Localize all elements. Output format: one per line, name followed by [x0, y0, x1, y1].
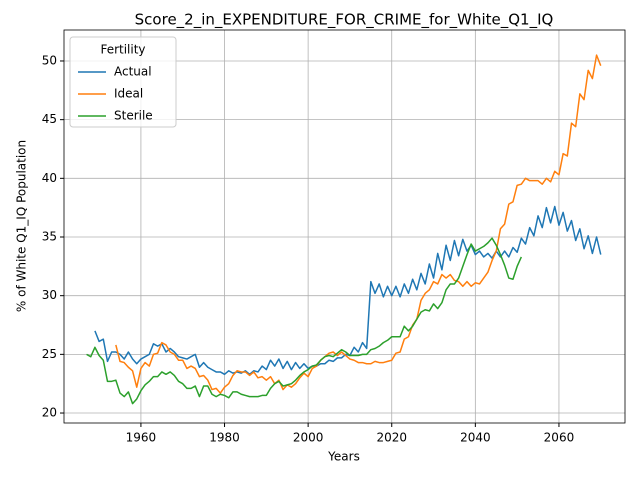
- y-tick-label: 20: [42, 406, 57, 420]
- y-tick-label: 30: [42, 288, 57, 302]
- x-tick-label: 1980: [209, 431, 240, 445]
- x-tick-label: 2060: [544, 431, 575, 445]
- x-tick-label: 2000: [293, 431, 324, 445]
- line-series: [94, 205, 602, 376]
- legend-box: [69, 36, 177, 128]
- legend-label: Ideal: [114, 87, 143, 101]
- x-tick-label: 2020: [376, 431, 407, 445]
- chart-title: Score_2_in_EXPENDITURE_FOR_CRIME_for_Whi…: [135, 11, 554, 30]
- y-tick-label: 25: [42, 347, 57, 361]
- y-tick-label: 45: [42, 112, 57, 126]
- line-series: [86, 237, 523, 405]
- y-tick-label: 35: [42, 230, 57, 244]
- x-tick-label: 1960: [126, 431, 157, 445]
- legend-title: Fertility: [100, 43, 145, 57]
- y-tick-label: 40: [42, 171, 57, 185]
- legend-label: Actual: [114, 65, 152, 79]
- y-axis-label: % of White Q1_IQ Population: [15, 140, 29, 312]
- plot-frame: [63, 29, 626, 424]
- x-axis-label: Years: [327, 450, 360, 464]
- y-tick-label: 50: [42, 53, 57, 67]
- line-series: [115, 54, 602, 394]
- legend-label: Sterile: [114, 109, 153, 123]
- x-tick-label: 2040: [460, 431, 491, 445]
